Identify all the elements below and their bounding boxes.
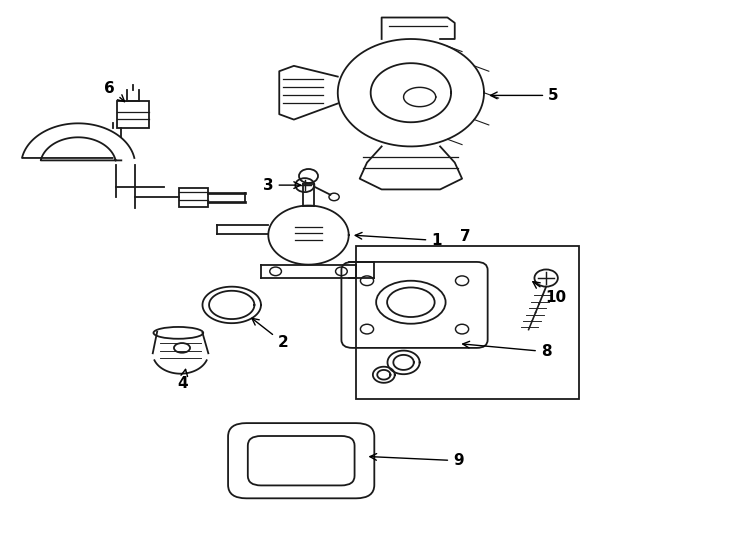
Text: 5: 5 xyxy=(490,88,559,103)
Text: 9: 9 xyxy=(370,453,464,468)
Text: 1: 1 xyxy=(355,232,442,248)
Text: 6: 6 xyxy=(104,81,125,102)
Text: 3: 3 xyxy=(263,178,300,193)
Text: 10: 10 xyxy=(533,282,566,306)
Text: 4: 4 xyxy=(178,369,188,392)
Text: 7: 7 xyxy=(460,229,471,244)
Bar xyxy=(356,246,579,399)
Text: 8: 8 xyxy=(462,341,551,359)
Text: 2: 2 xyxy=(252,319,288,350)
